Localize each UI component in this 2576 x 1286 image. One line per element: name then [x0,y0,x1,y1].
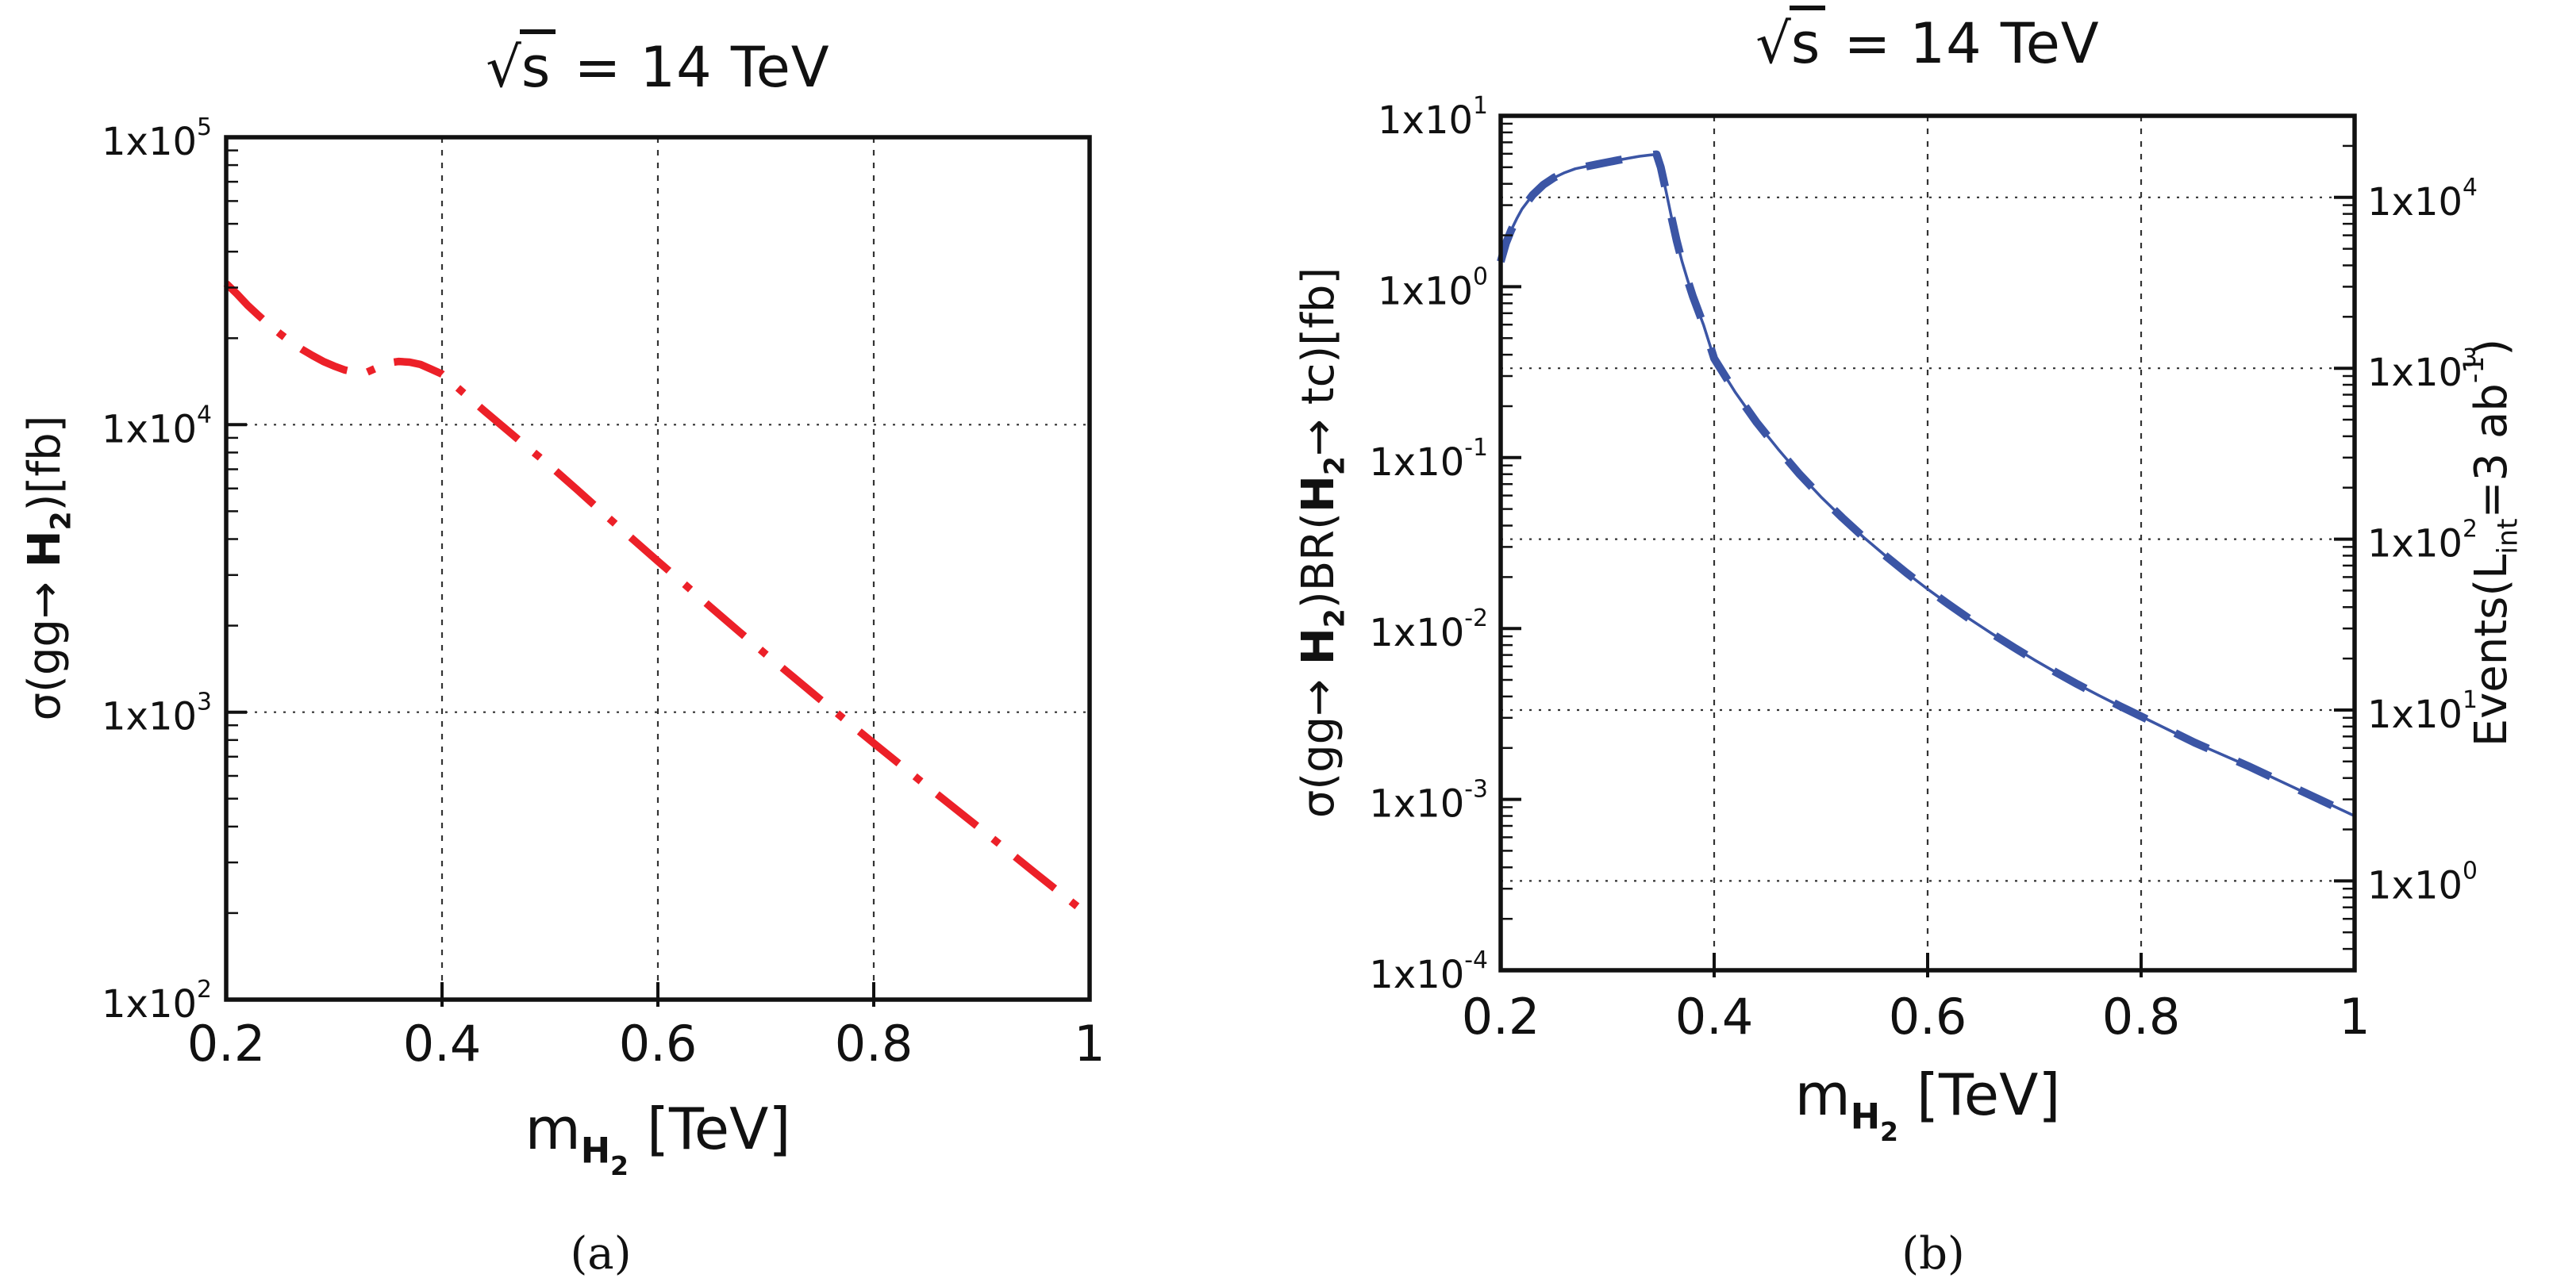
y-tick-label: 1x100 [1378,263,1488,313]
y-axis-title: σ(gg→ H2)BR(H2→ tc)[fb] [1293,267,1351,819]
curve-a [223,280,1092,919]
sqrt-radical: √ [486,35,522,100]
gridlines-b [1501,116,2355,970]
y-tick-label: 1x105 [102,113,212,164]
y-tick-label: 1x104 [102,401,212,451]
y-axis-title: σ(gg→ H2)[fb] [19,416,77,721]
x-tick-label: 1 [1074,1015,1105,1073]
x-tick-label: 0.8 [2102,988,2181,1046]
right-axis-b: 1x104 1x103 1x102 1x101 1x100 Events(Lint=3 a… [2334,144,2524,950]
gridlines-a [226,137,1090,1000]
chart-a-title: √s = 14 TeV [226,29,1090,100]
y-tick-label: 1x10-4 [1369,946,1488,997]
events-tick-label: 1x100 [2367,857,2478,908]
x-axis-a: 0.2 0.4 0.6 0.8 1 mH2 [TeV] [187,982,1105,1181]
series-b [1497,150,2357,820]
x-tick-label: 0.4 [403,1015,482,1073]
y-axis-a: 1x105 1x104 1x103 1x102 σ(gg→ H2)[fb] [19,113,247,1027]
events-tick-label: 1x102 [2367,516,2478,566]
events-axis-title: Events(Lint=3 ab-1) [2459,339,2524,747]
y-tick-label: 1x10-3 [1369,776,1488,827]
subfigure-caption-a: (a) [570,1228,632,1280]
x-tick-label: 0.6 [619,1015,698,1073]
title-rest: = 14 TeV [556,35,830,100]
y-tick-label: 1x103 [102,689,212,739]
y-tick-label: 1x101 [1378,92,1488,143]
x-tick-label: 0.2 [1462,988,1540,1046]
sqrt-radical: √ [1755,11,1792,76]
y-tick-label: 1x10-2 [1369,605,1488,655]
y-tick-label: 1x102 [102,976,212,1027]
x-tick-label: 0.2 [187,1015,266,1073]
x-tick-label: 0.6 [1889,988,1967,1046]
sqrt-radicand: s [519,29,556,100]
y-tick-label: 1x10-1 [1369,434,1488,485]
events-tick-label: 1x103 [2367,344,2478,395]
x-axis-title: mH2 [TeV] [1795,1061,2061,1147]
events-tick-label: 1x101 [2367,686,2478,737]
curve-b-core [1499,152,2355,818]
events-tick-label: 1x104 [2367,174,2478,225]
chart-b-title: √s = 14 TeV [1501,6,2355,76]
x-tick-label: 0.4 [1675,988,1754,1046]
x-tick-label: 0.8 [835,1015,913,1073]
subfigure-caption-b: (b) [1901,1228,1965,1280]
sqrt-radicand: s [1789,6,1826,76]
title-rest: = 14 TeV [1825,11,2100,76]
x-axis-b: 0.2 0.4 0.6 0.8 1 mH2 [TeV] [1462,953,2370,1147]
series-a [223,280,1092,919]
y-axis-b: 1x101 1x100 1x10-1 1x10-2 1x10-3 1x10-4 σ(gg→ … [1293,92,1521,997]
x-axis-title: mH2 [TeV] [525,1096,791,1181]
x-tick-label: 1 [2339,988,2370,1046]
